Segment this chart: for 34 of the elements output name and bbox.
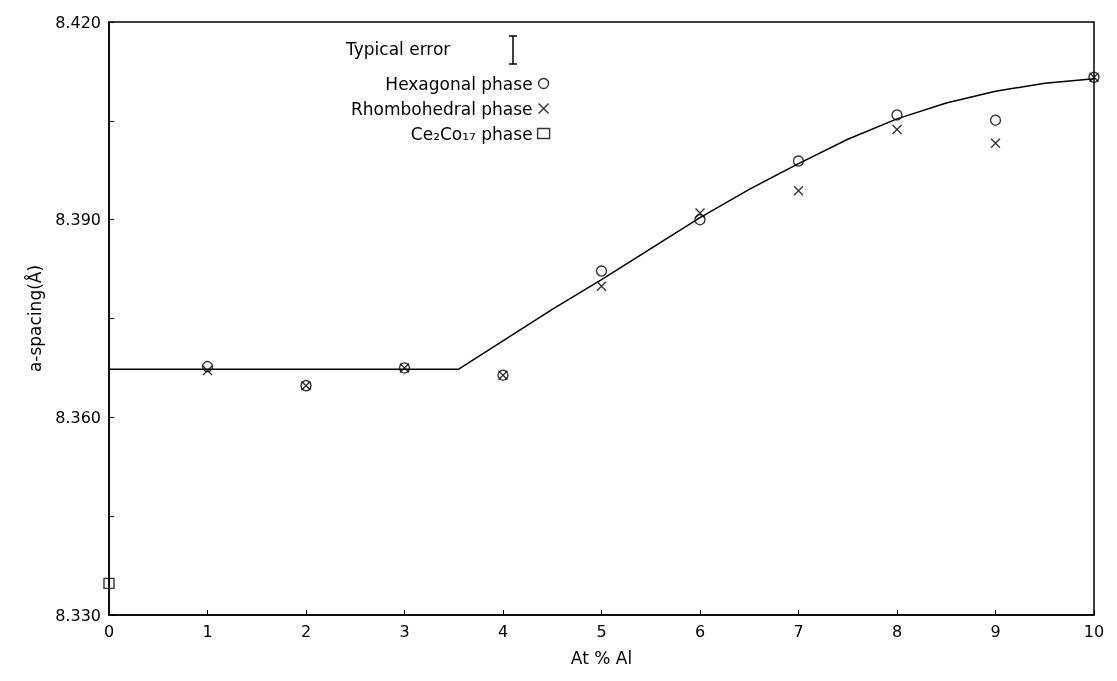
x-axis-title: At % Al	[570, 647, 633, 668]
point	[596, 281, 607, 292]
point	[891, 124, 903, 135]
x-tick-label: 5	[596, 621, 607, 641]
x-tick-label: 0	[103, 621, 115, 641]
x-tick-label: 6	[694, 621, 706, 641]
y-tick-label: 8.420	[55, 12, 101, 32]
legend-label: Hexagonal phase	[385, 73, 533, 94]
x-tick-label: 4	[497, 621, 509, 641]
point	[201, 360, 214, 373]
legend-label: Ce₂Co₁₇ phase	[410, 123, 533, 144]
point	[202, 365, 213, 376]
x-tick-label: 2	[300, 621, 312, 641]
point	[694, 207, 706, 219]
y-tick-label: 8.360	[55, 407, 101, 427]
point	[989, 114, 1002, 126]
x-tick-label: 1	[202, 621, 213, 641]
point	[103, 577, 115, 590]
y-axis-title: a-spacing(Å)	[23, 264, 45, 373]
point	[792, 155, 805, 167]
x-tick-label: 7	[793, 621, 804, 641]
x-tick-label: 9	[990, 621, 1001, 641]
point	[891, 109, 903, 121]
point	[990, 138, 1001, 149]
point	[694, 213, 706, 226]
legend-label: Rhombohedral phase	[350, 98, 533, 119]
x-tick-label: 3	[399, 621, 410, 641]
y-tick-label: 8.330	[55, 605, 101, 625]
x-tick-label: 8	[891, 621, 903, 641]
y-tick-label: 8.390	[55, 210, 101, 230]
annotation: Typical error	[345, 38, 451, 59]
x-tick-label: 10	[1083, 621, 1105, 641]
point	[793, 185, 804, 196]
point	[595, 265, 608, 277]
